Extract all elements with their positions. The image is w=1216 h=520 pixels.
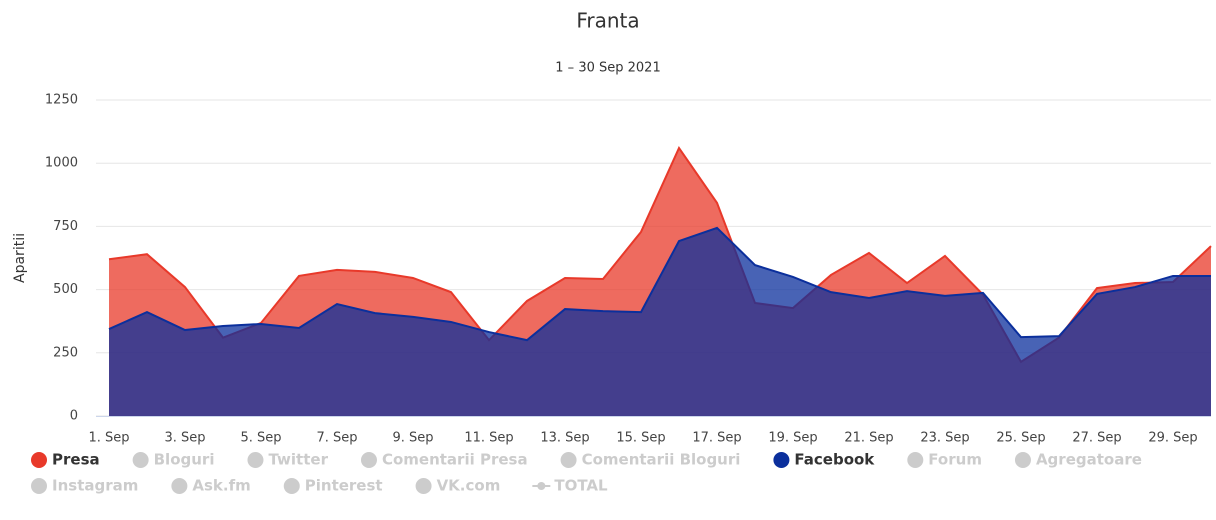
legend-item[interactable]: Forum [907,451,982,469]
y-tick-label: 1250 [45,93,78,108]
legend-item[interactable]: Ask.fm [171,477,251,495]
legend-symbol [171,478,188,494]
legend-label: Instagram [52,477,138,495]
legend-label: Bloguri [154,451,215,469]
legend-symbol [415,478,432,494]
legend-symbol [31,452,47,468]
legend-label: Pinterest [305,477,383,495]
x-tick-label: 17. Sep [692,431,741,446]
y-tick-label: 750 [53,219,78,234]
chart-subtitle: 1 – 30 Sep 2021 [555,61,660,76]
legend-item[interactable]: Agregatoare [1014,451,1142,469]
x-tick-label: 15. Sep [616,431,665,446]
x-tick-label: 1. Sep [88,431,129,446]
legend-symbol [907,452,924,468]
legend-item[interactable]: TOTAL [532,477,608,495]
legend-label: Comentarii Bloguri [582,451,741,469]
legend-item[interactable]: Pinterest [283,477,383,495]
legend-symbol [247,452,264,468]
legend-item[interactable]: Comentarii Bloguri [560,451,741,469]
x-tick-label: 5. Sep [240,431,281,446]
x-tick-label: 27. Sep [1072,431,1121,446]
legend-symbol [283,478,300,494]
x-tick-label: 11. Sep [464,431,513,446]
legend-label: Comentarii Presa [382,451,528,469]
legend-label: Twitter [268,451,328,469]
legend-symbol [773,452,790,468]
x-tick-label: 19. Sep [768,431,817,446]
area-line [108,226,1211,342]
legend-label: Forum [928,451,982,469]
legend-label: Agregatoare [1036,451,1142,469]
y-tick-label: 1000 [45,156,78,171]
legend-label: Presa [52,451,100,469]
legend-item[interactable]: Twitter [247,451,329,469]
x-tick-label: 25. Sep [996,431,1045,446]
legend-symbol [132,452,149,468]
legend-symbol [1014,452,1031,468]
x-tick-label: 9. Sep [392,431,433,446]
legend-item[interactable]: Instagram [31,477,138,495]
legend-symbol [537,482,546,490]
legend-item[interactable]: Facebook [773,451,875,469]
chart-title: Franta [576,9,639,33]
x-tick-label: 23. Sep [920,431,969,446]
area [109,227,1211,416]
legend-symbol [560,452,577,468]
y-tick-label: 250 [53,345,78,360]
legend-item[interactable]: Comentarii Presa [360,451,528,469]
x-tick-label: 13. Sep [540,431,589,446]
legend-label: TOTAL [554,477,608,495]
legend-symbol [360,452,377,468]
y-tick-label: 0 [70,409,78,424]
x-tick-label: 3. Sep [164,431,205,446]
x-tick-label: 29. Sep [1148,431,1197,446]
x-tick-label: 21. Sep [844,431,893,446]
legend-symbol [31,478,47,494]
y-tick-label: 500 [53,282,78,297]
legend-label: Facebook [794,451,875,469]
legend-label: VK.com [437,477,501,495]
x-tick-label: 7. Sep [316,431,357,446]
legend-item[interactable]: VK.com [415,477,501,495]
y-axis-label: Aparitii [12,233,28,283]
legend-item[interactable]: Bloguri [132,451,215,469]
legend-item[interactable]: Presa [31,451,100,469]
legend-label: Ask.fm [192,477,250,495]
